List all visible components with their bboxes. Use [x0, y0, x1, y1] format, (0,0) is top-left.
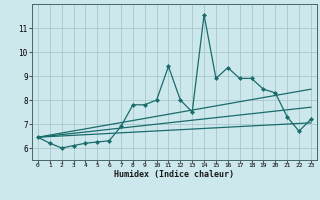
- X-axis label: Humidex (Indice chaleur): Humidex (Indice chaleur): [115, 170, 234, 179]
